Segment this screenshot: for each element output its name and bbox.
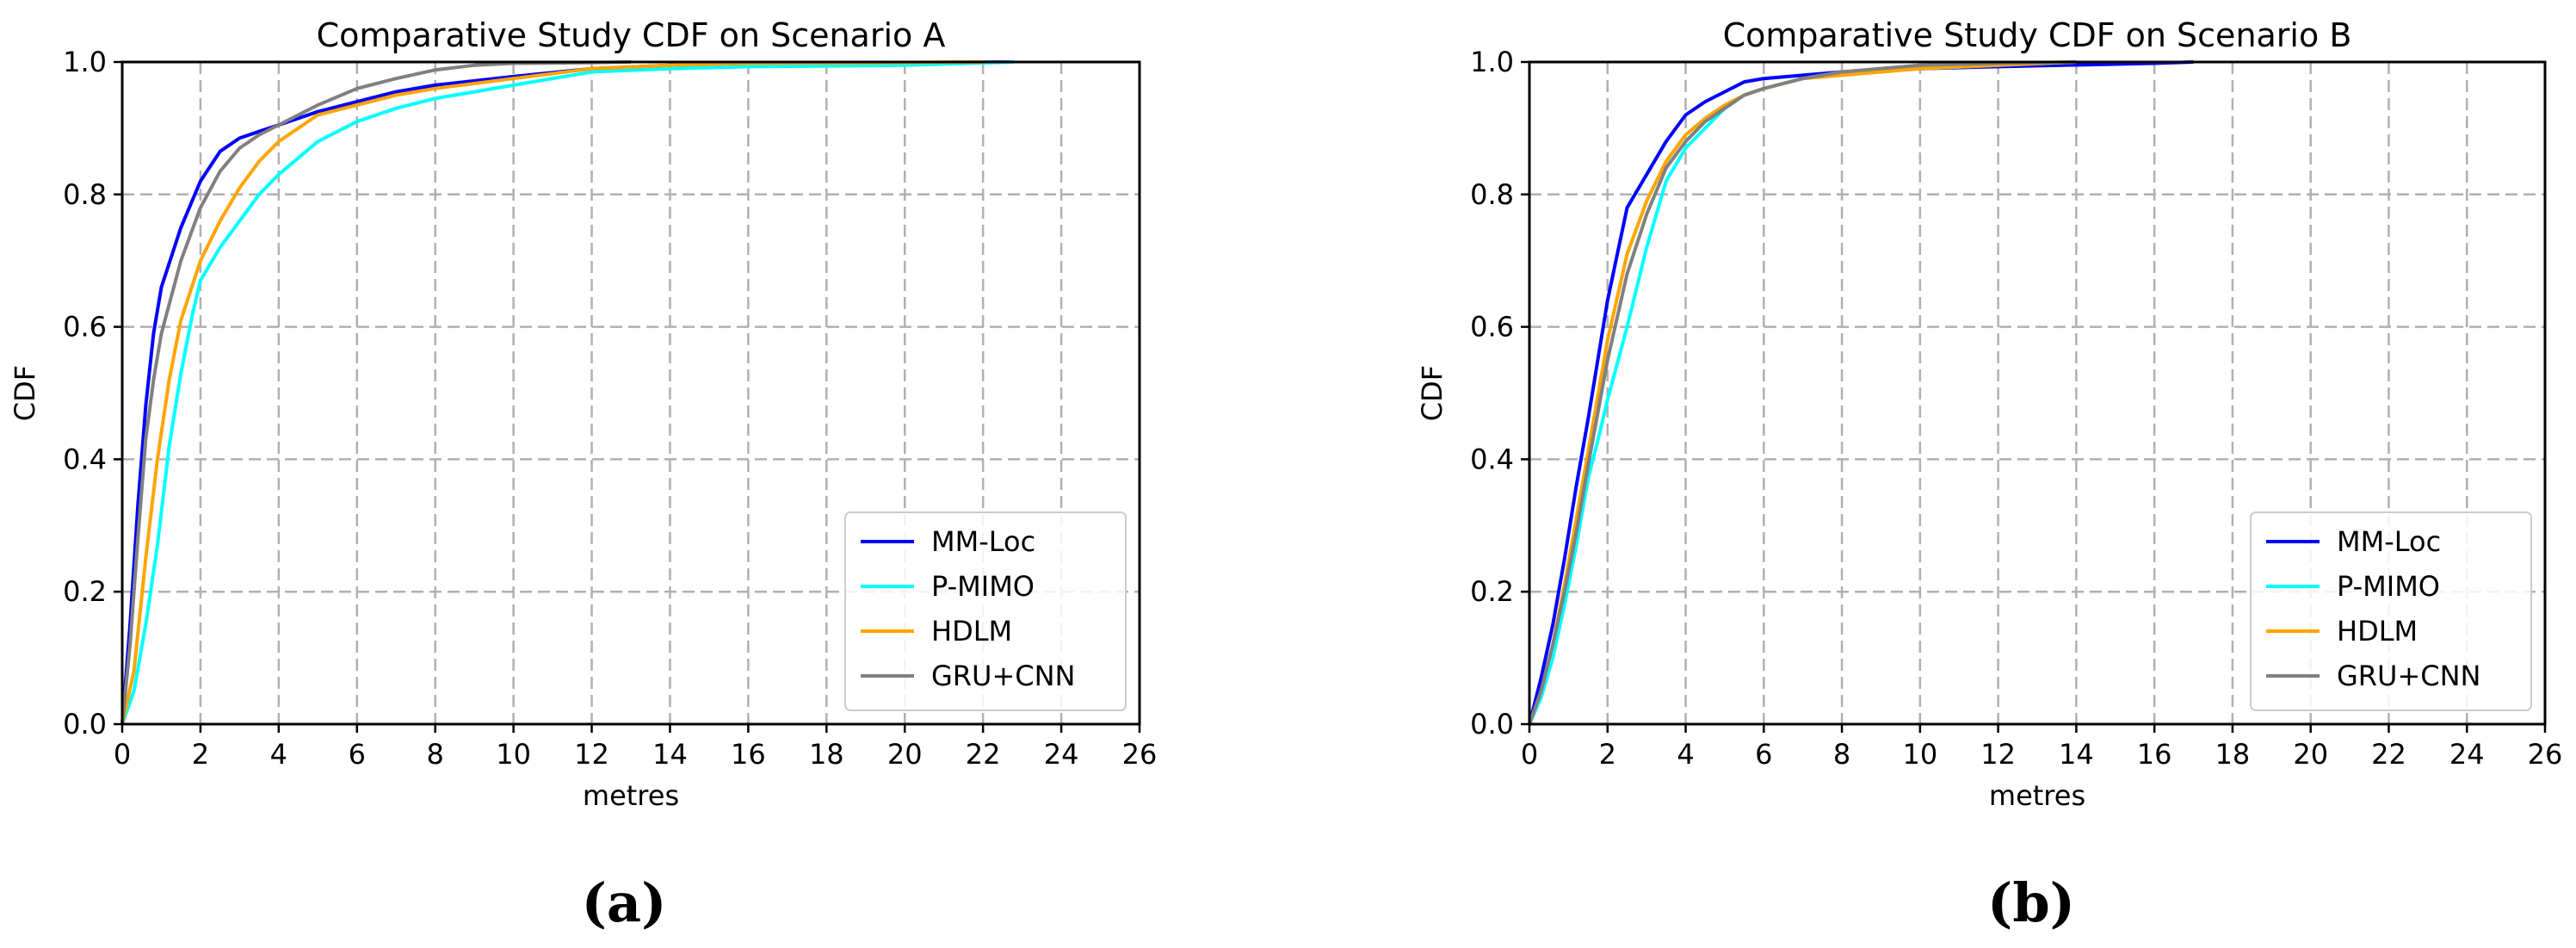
x-tick-label: 18 [2215, 738, 2251, 771]
y-tick-label: 0.4 [63, 443, 107, 475]
series-group [1528, 60, 2194, 725]
x-axis-label: metres [583, 779, 679, 812]
y-axis-label: CDF [1416, 365, 1449, 421]
y-tick-label: 0.4 [1470, 443, 1514, 475]
x-tick-label: 16 [2137, 738, 2172, 771]
legend-label-hdlm: HDLM [2337, 615, 2418, 647]
legend-label-gru-cnn: GRU+CNN [2337, 660, 2480, 692]
x-tick-label: 8 [1833, 738, 1850, 771]
legend-label-p-mimo: P-MIMO [2337, 570, 2440, 603]
legend-label-hdlm: HDLM [931, 615, 1012, 647]
y-tick-label: 1.0 [1470, 46, 1514, 78]
x-tick-label: 24 [1044, 738, 1079, 771]
y-tick-label: 0.0 [1470, 708, 1514, 740]
series-line-gru-cnn [120, 60, 632, 725]
panel-label: (b) [1987, 871, 2075, 934]
x-tick-label: 10 [1902, 738, 1937, 771]
legend-box [2250, 511, 2532, 711]
panel-label: (a) [582, 871, 667, 934]
series-line-mm-loc [1528, 60, 2194, 725]
grid [122, 62, 1140, 724]
series-line-hdlm [1528, 60, 2077, 725]
legend-label-mm-loc: MM-Loc [2337, 525, 2441, 558]
plot-frame [1528, 60, 2547, 726]
x-tick-label: 14 [2059, 738, 2094, 771]
y-tick-label: 0.0 [63, 708, 107, 740]
x-tick-label: 24 [2449, 738, 2485, 771]
x-tick-label: 20 [2293, 738, 2328, 771]
x-tick-label: 20 [887, 738, 923, 771]
x-tick-label: 22 [966, 738, 1001, 771]
series-line-p-mimo [120, 60, 1015, 725]
y-tick-label: 0.8 [1470, 178, 1514, 211]
x-tick-label: 0 [114, 738, 131, 771]
x-tick-label: 22 [2371, 738, 2406, 771]
chart-title: Comparative Study CDF on Scenario B [1723, 16, 2352, 54]
series-line-p-mimo [1528, 60, 2077, 725]
grid [1529, 62, 2545, 724]
plot-frame [120, 60, 1141, 726]
x-tick-label: 6 [349, 738, 366, 771]
x-tick-label: 26 [2528, 738, 2563, 771]
x-tick-label: 2 [192, 738, 209, 771]
series-line-gru-cnn [1528, 60, 2077, 725]
y-tick-label: 0.6 [63, 311, 107, 344]
legend-label-gru-cnn: GRU+CNN [931, 660, 1075, 692]
chart-panel-b: 0 2 4 6 8 10 12 14 16 18 20 22 24 260.00.20.40.60.81.… [1416, 16, 2562, 934]
x-tick-label: 10 [496, 738, 531, 771]
x-tick-label: 12 [1980, 738, 2016, 771]
x-tick-label: 2 [1599, 738, 1616, 771]
y-tick-label: 0.8 [63, 178, 107, 211]
x-tick-label: 26 [1122, 738, 1158, 771]
y-tick-label: 1.0 [63, 46, 107, 78]
legend-box [844, 511, 1127, 711]
series-line-hdlm [120, 60, 984, 725]
y-axis-label: CDF [9, 365, 41, 421]
x-tick-label: 4 [1677, 738, 1694, 771]
x-tick-label: 16 [731, 738, 766, 771]
x-tick-label: 4 [270, 738, 287, 771]
series-group [120, 60, 1015, 725]
x-tick-label: 12 [574, 738, 609, 771]
x-tick-label: 0 [1521, 738, 1538, 771]
y-tick-label: 0.2 [63, 575, 107, 608]
x-tick-label: 14 [652, 738, 688, 771]
x-tick-label: 6 [1755, 738, 1772, 771]
x-tick-label: 18 [809, 738, 844, 771]
chart-title: Comparative Study CDF on Scenario A [317, 16, 946, 54]
y-tick-label: 0.6 [1470, 311, 1514, 344]
legend: MM-Loc P-MIMO HDLM GRU+CNN [844, 511, 1127, 711]
y-tick-label: 0.2 [1470, 575, 1514, 608]
x-tick-label: 8 [427, 738, 444, 771]
legend: MM-Loc P-MIMO HDLM GRU+CNN [2250, 511, 2532, 711]
legend-label-mm-loc: MM-Loc [931, 525, 1035, 558]
x-axis-label: metres [1989, 779, 2085, 812]
legend-label-p-mimo: P-MIMO [931, 570, 1035, 603]
chart-panel-a: 0 2 4 6 8 10 12 14 16 18 20 22 24 260.00.20.40.60.81.… [9, 16, 1157, 934]
